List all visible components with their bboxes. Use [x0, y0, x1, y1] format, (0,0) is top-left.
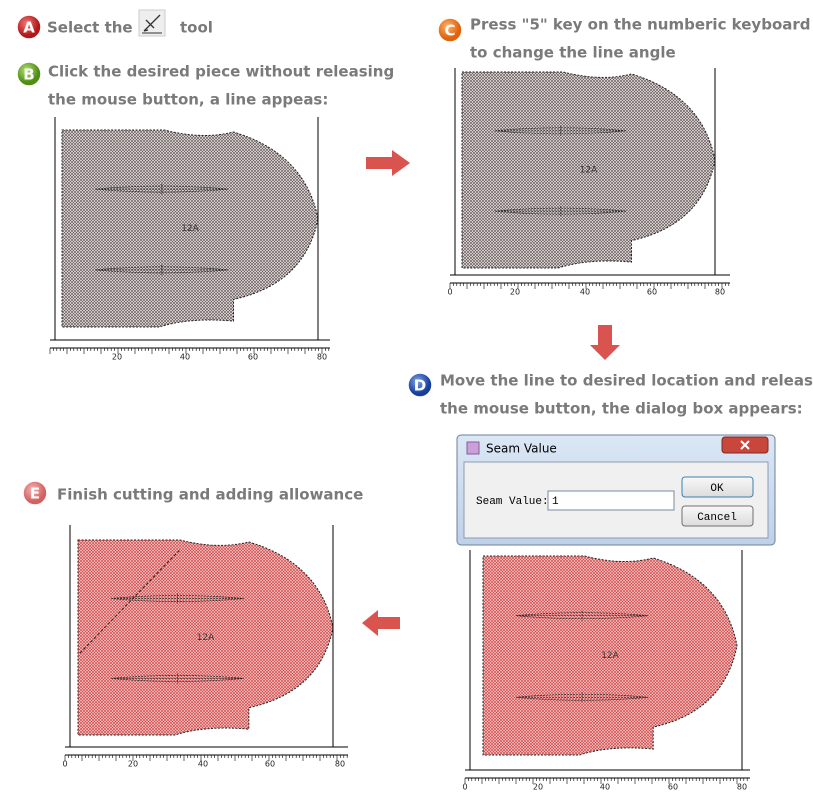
ruler-label: 40 — [180, 353, 190, 362]
piece — [61, 129, 319, 328]
cancel-label: Cancel — [697, 512, 737, 524]
ruler-label: 0 — [447, 288, 452, 297]
ruler-label: 60 — [248, 353, 258, 362]
ruler-label: 60 — [647, 288, 657, 297]
ruler-label: 20 — [533, 783, 543, 792]
piece-label: 12A — [181, 224, 199, 234]
cancel-button[interactable] — [681, 505, 754, 527]
pattern-panel: 12A 0 20 40 60 80 — [447, 68, 730, 297]
step-text: the mouse button, the dialog box appears… — [440, 400, 803, 418]
input[interactable] — [547, 490, 675, 511]
piece-label: 12A — [601, 651, 619, 661]
ruler-label: 60 — [265, 760, 275, 769]
tool-icon — [138, 9, 166, 37]
grain-line — [515, 610, 649, 621]
ruler-label: 60 — [668, 783, 678, 792]
ok-button[interactable] — [681, 476, 754, 498]
dialog: Seam Value Seam Value: 1 OK Cancel — [456, 434, 776, 546]
step-text: the mouse button, a line appeas: — [48, 91, 328, 109]
step-letter: C — [444, 22, 455, 40]
grain-line — [515, 692, 649, 703]
ruler-label: 40 — [600, 783, 610, 792]
piece-label: 12A — [580, 166, 598, 176]
dialog-title: Seam Value — [486, 442, 557, 456]
ruler-label: 80 — [317, 353, 327, 362]
cut-line — [79, 549, 181, 654]
step-badge — [407, 372, 433, 398]
step-badge — [22, 480, 48, 506]
arrow-down — [590, 325, 620, 360]
ruler-label: 80 — [715, 288, 725, 297]
step-text: Press "5" key on the numberic keyboard — [470, 16, 811, 34]
step-letter: D — [414, 377, 426, 395]
arrow-right — [366, 150, 410, 176]
grain-line — [111, 673, 244, 684]
step-text: Select the — [47, 19, 133, 37]
step-text: Finish cutting and adding allowance — [57, 486, 363, 504]
step-badge — [16, 61, 42, 87]
grain-line — [95, 264, 229, 275]
step-letter: A — [23, 19, 35, 37]
ruler-label: 40 — [580, 288, 590, 297]
grain-line — [95, 184, 229, 195]
step-text: tool — [180, 19, 213, 37]
piece — [461, 71, 716, 269]
ruler-label: 0 — [462, 783, 467, 792]
ok-label: OK — [710, 483, 724, 495]
step-text: to change the line angle — [470, 44, 676, 62]
ruler-label: 80 — [737, 783, 747, 792]
ruler-label: 20 — [112, 353, 122, 362]
grain-line — [494, 125, 627, 136]
piece-label: 12A — [197, 633, 215, 643]
ruler-label: 40 — [198, 760, 208, 769]
step-text: Click the desired piece without releasin… — [48, 63, 394, 81]
ruler-label: 20 — [510, 288, 520, 297]
ruler-label: 20 — [128, 760, 138, 769]
step-text: Move the line to desired location and re… — [440, 372, 813, 390]
pattern-panel: 12A 0 20 40 60 80 — [462, 550, 750, 792]
step-letter: B — [23, 66, 34, 84]
ruler-label: 0 — [62, 760, 67, 769]
step-badge — [16, 14, 42, 40]
step-letter: E — [30, 485, 40, 503]
piece — [482, 555, 738, 756]
step-badge — [437, 17, 463, 43]
pattern-panel: 12A 20 40 60 80 — [49, 117, 330, 362]
arrow-left — [362, 610, 400, 636]
grain-line — [494, 206, 627, 217]
pattern-panel: 12A 0 20 40 60 80 — [62, 525, 348, 769]
field-value: 1 — [552, 496, 559, 508]
field-label: Seam Value: — [476, 496, 549, 508]
ruler-label: 80 — [335, 760, 345, 769]
